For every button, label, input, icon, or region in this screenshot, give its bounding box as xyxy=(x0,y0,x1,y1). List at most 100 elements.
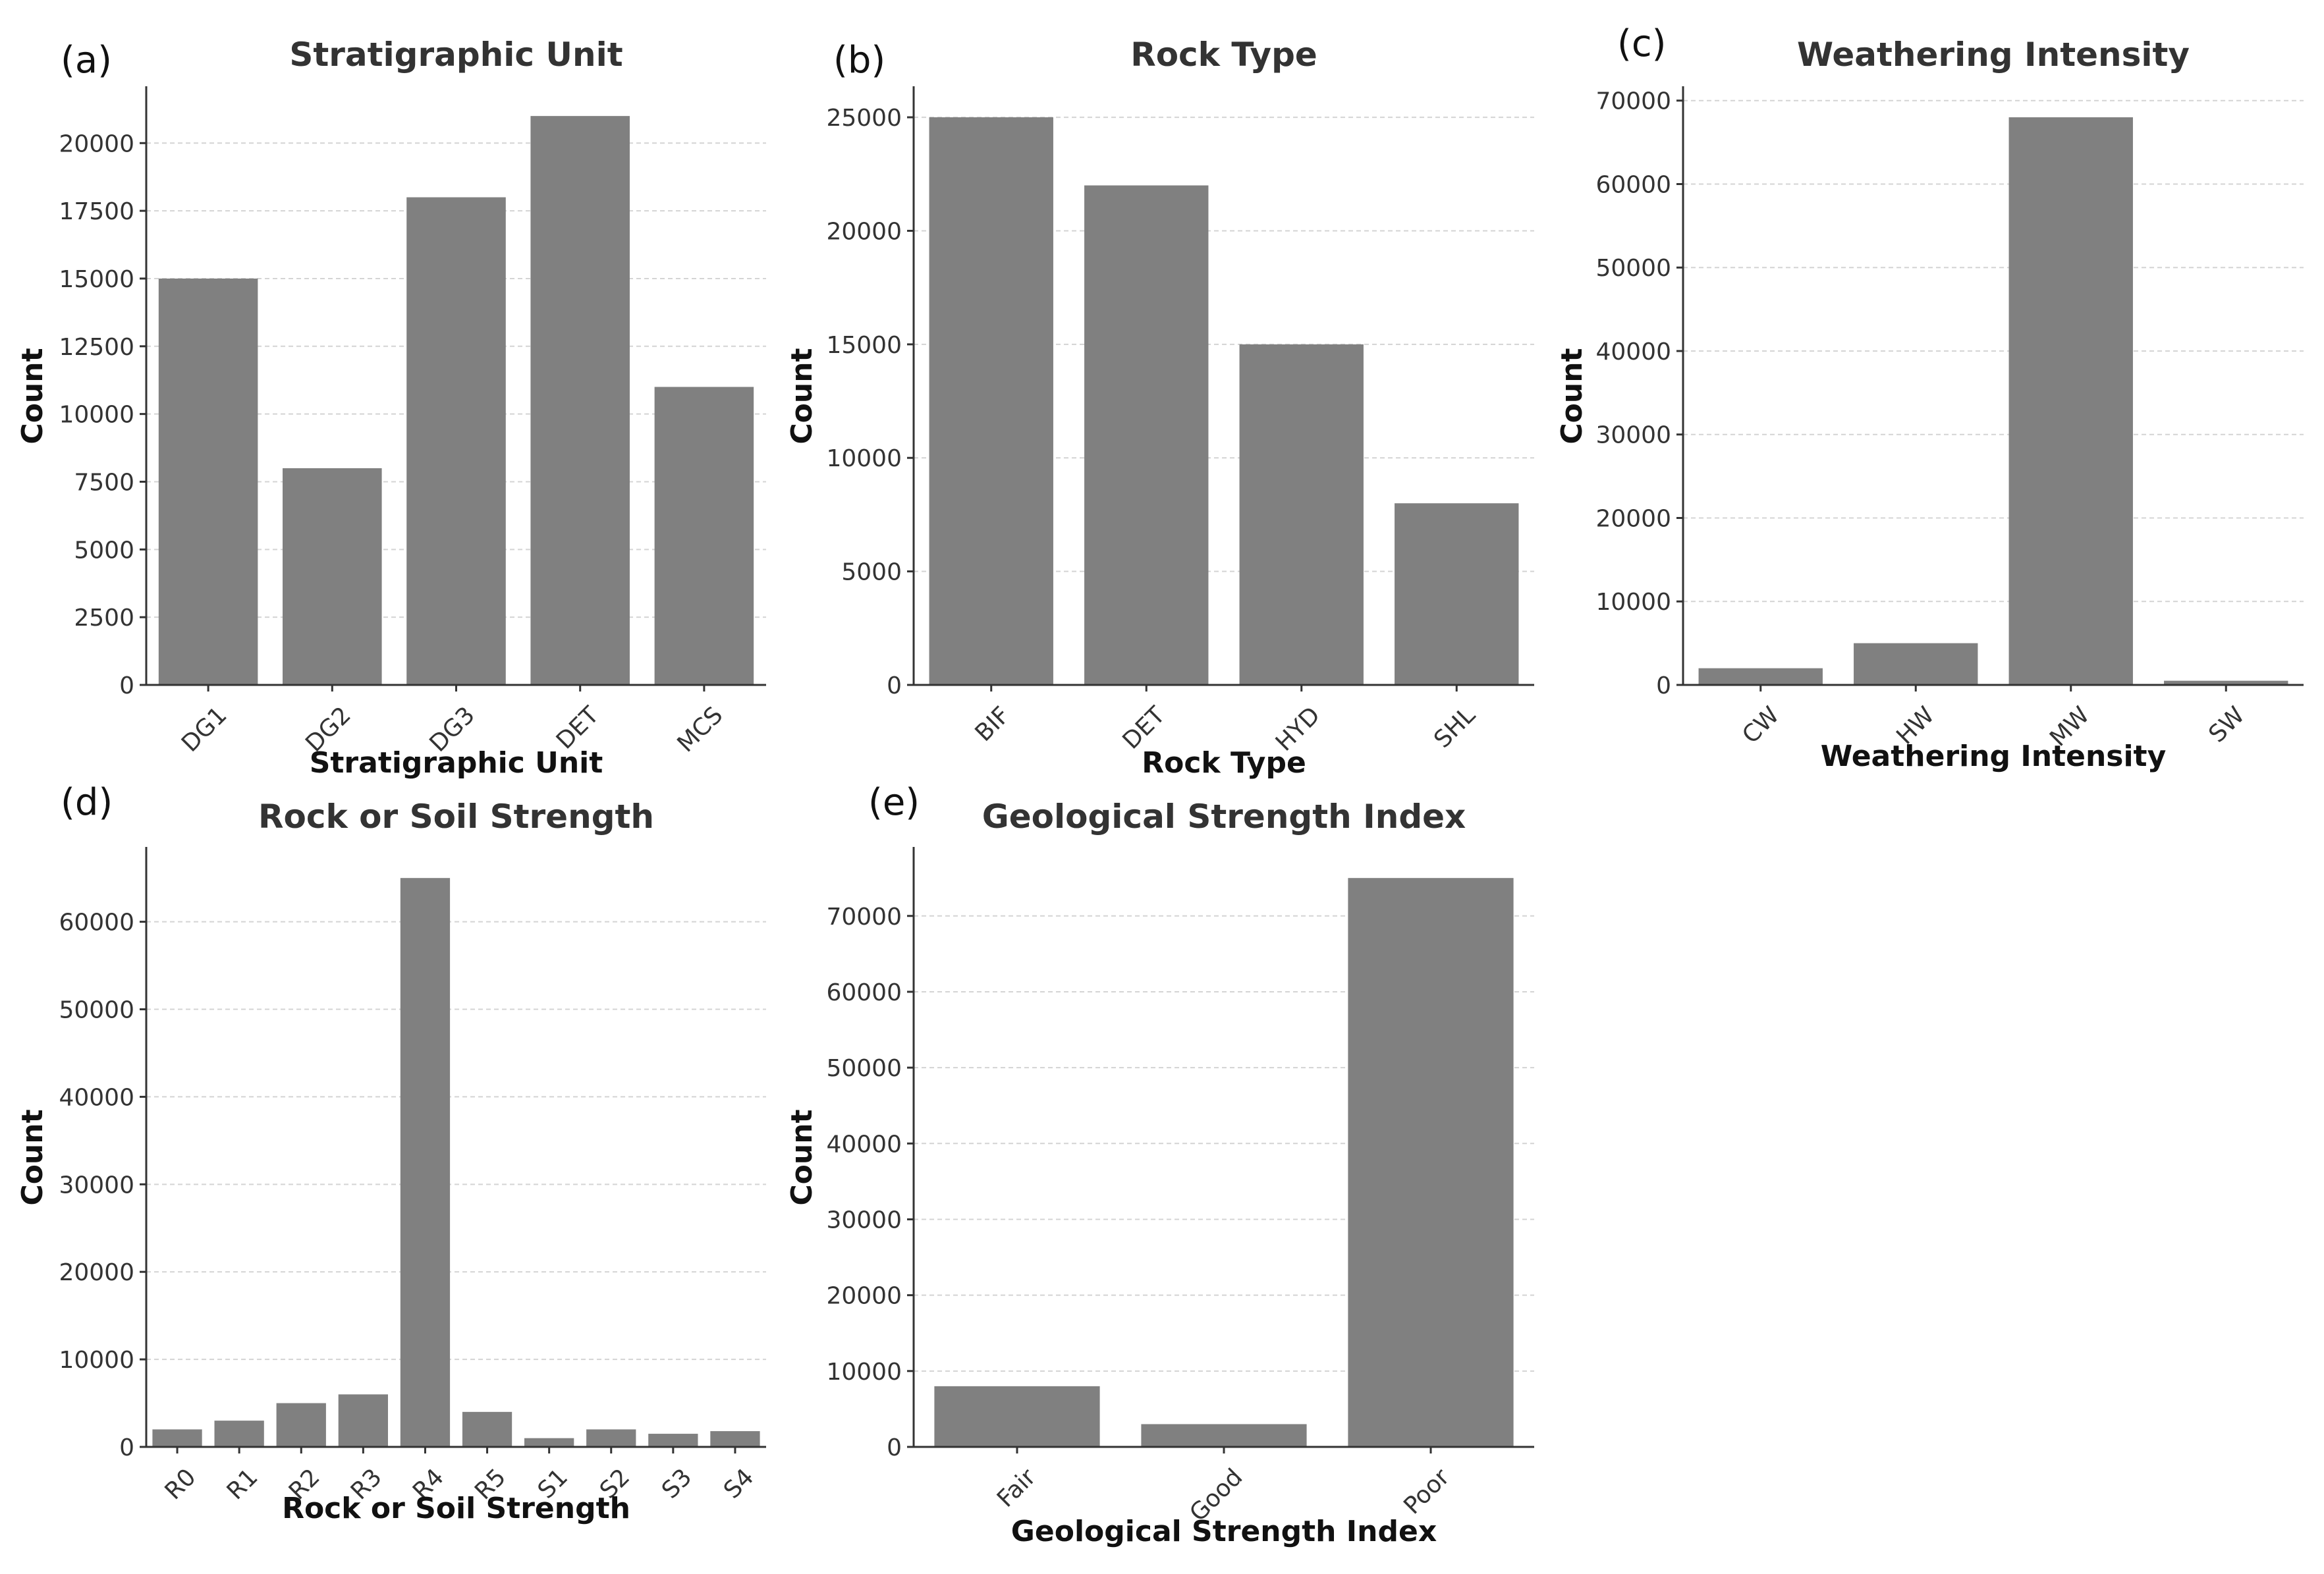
y-tick-label: 30000 xyxy=(59,1172,134,1199)
bar-good xyxy=(1141,1424,1307,1447)
x-tick-label: Fair xyxy=(992,1463,1041,1513)
y-axis-label: Count xyxy=(16,348,49,444)
bar-det xyxy=(1084,185,1209,685)
y-tick-label: 70000 xyxy=(826,904,902,931)
y-tick-label: 17500 xyxy=(59,198,134,225)
chart-title: Rock Type xyxy=(1130,36,1317,74)
y-tick-label: 0 xyxy=(119,672,134,699)
bar-r1 xyxy=(214,1421,264,1447)
chart-panel-1: 0 2500 5000 7500 10000 12500 15000 17500 20000 DG… xyxy=(16,36,766,780)
y-tick-label: 5000 xyxy=(841,559,902,586)
y-tick-label: 60000 xyxy=(1595,171,1671,198)
y-tick-label: 0 xyxy=(1656,672,1671,699)
y-tick-label: 20000 xyxy=(826,218,902,245)
bar-fair xyxy=(934,1386,1100,1447)
bar-hyd xyxy=(1239,344,1364,685)
y-tick-label: 5000 xyxy=(74,537,134,564)
x-axis-label: Rock Type xyxy=(1142,746,1306,780)
x-axis-label: Weathering Intensity xyxy=(1821,740,2167,773)
bar-r0 xyxy=(152,1429,202,1447)
bar-mw xyxy=(2008,117,2133,686)
y-tick-label: 12500 xyxy=(59,334,134,361)
bar-r3 xyxy=(338,1394,388,1447)
x-tick-label: BIF xyxy=(970,701,1016,747)
y-tick-label: 15000 xyxy=(59,266,134,293)
bar-r4 xyxy=(400,878,451,1447)
y-tick-label: 10000 xyxy=(826,445,902,472)
y-tick-label: 20000 xyxy=(1595,505,1671,532)
bar-hw xyxy=(1854,643,1978,685)
bar-s4 xyxy=(710,1431,760,1447)
panel-label: (a) xyxy=(61,39,112,82)
bar-mcs xyxy=(654,387,754,685)
y-axis-label: Count xyxy=(785,348,819,444)
y-tick-label: 20000 xyxy=(59,130,134,157)
x-axis-label: Stratigraphic Unit xyxy=(310,746,603,780)
bar-r5 xyxy=(462,1411,512,1447)
chart-title: Stratigraphic Unit xyxy=(289,36,622,74)
bar-dg1 xyxy=(158,278,258,685)
y-tick-label: 0 xyxy=(887,1434,902,1461)
y-tick-label: 15000 xyxy=(826,332,902,359)
y-tick-label: 50000 xyxy=(59,997,134,1024)
y-tick-label: 60000 xyxy=(59,909,134,936)
y-axis-label: Count xyxy=(785,1109,819,1205)
y-tick-label: 50000 xyxy=(826,1055,902,1082)
x-tick-label: MCS xyxy=(672,701,728,757)
panel-label: (c) xyxy=(1617,22,1666,65)
panel-label: (b) xyxy=(833,39,885,82)
chart-panel-5: 0 10000 20000 30000 40000 50000 60000 70000 Fair… xyxy=(785,781,1534,1548)
y-tick-label: 10000 xyxy=(826,1359,902,1386)
x-tick-label: S3 xyxy=(657,1463,697,1504)
y-tick-label: 40000 xyxy=(59,1084,134,1111)
x-axis-label: Geological Strength Index xyxy=(1011,1515,1437,1548)
x-axis-label: Rock or Soil Strength xyxy=(282,1492,630,1525)
bar-dg3 xyxy=(406,197,506,686)
y-tick-label: 10000 xyxy=(59,1347,134,1374)
y-tick-label: 7500 xyxy=(74,469,134,496)
bar-s1 xyxy=(524,1438,574,1447)
y-tick-label: 30000 xyxy=(1595,422,1671,449)
x-tick-label: R1 xyxy=(222,1463,263,1505)
bar-dg2 xyxy=(283,468,382,685)
bar-r2 xyxy=(276,1403,326,1447)
y-axis-label: Count xyxy=(16,1109,49,1205)
bar-bif xyxy=(929,117,1053,686)
x-tick-label: DG1 xyxy=(177,701,233,757)
x-tick-label: CW xyxy=(1737,701,1784,749)
panel-label: (e) xyxy=(868,781,920,824)
y-tick-label: 30000 xyxy=(826,1207,902,1234)
y-tick-label: 20000 xyxy=(826,1283,902,1310)
bar-poor xyxy=(1348,878,1514,1447)
bar-sw xyxy=(2164,680,2288,685)
chart-title: Weathering Intensity xyxy=(1797,36,2190,74)
bar-s3 xyxy=(648,1434,698,1447)
y-tick-label: 20000 xyxy=(59,1259,134,1286)
bar-cw xyxy=(1698,668,1823,685)
bar-s2 xyxy=(586,1429,636,1447)
chart-title: Geological Strength Index xyxy=(982,798,1466,836)
panel-label: (d) xyxy=(61,781,113,824)
bar-shl xyxy=(1395,503,1519,685)
y-tick-label: 50000 xyxy=(1595,255,1671,282)
y-tick-label: 10000 xyxy=(59,402,134,429)
y-tick-label: 70000 xyxy=(1595,88,1671,115)
y-tick-label: 0 xyxy=(887,672,902,699)
y-tick-label: 40000 xyxy=(826,1131,902,1158)
y-tick-label: 60000 xyxy=(826,979,902,1006)
y-axis-label: Count xyxy=(1555,348,1589,444)
x-tick-label: SW xyxy=(2203,701,2250,747)
y-tick-label: 10000 xyxy=(1595,589,1671,616)
bar-det xyxy=(530,116,630,686)
y-tick-label: 0 xyxy=(119,1434,134,1461)
x-tick-label: SHL xyxy=(1429,701,1480,753)
y-tick-label: 2500 xyxy=(74,605,134,632)
x-tick-label: S4 xyxy=(719,1463,759,1504)
y-tick-label: 40000 xyxy=(1595,339,1671,366)
x-tick-label: Poor xyxy=(1398,1463,1454,1519)
y-tick-label: 25000 xyxy=(826,105,902,132)
x-tick-label: R0 xyxy=(160,1463,202,1505)
